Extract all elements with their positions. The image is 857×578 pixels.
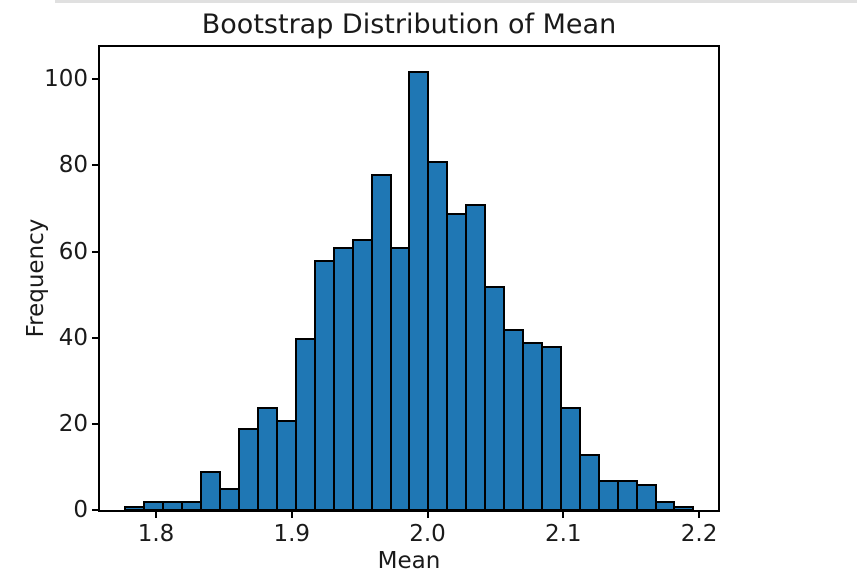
histogram-bar <box>484 286 506 511</box>
y-tick-label: 100 <box>44 66 88 93</box>
histogram-bar <box>540 346 562 511</box>
histogram-bar <box>465 204 487 511</box>
x-tick-label: 1.9 <box>273 521 311 547</box>
y-tick-mark <box>92 422 99 425</box>
y-tick-mark <box>92 164 99 167</box>
x-tick-mark <box>290 511 293 518</box>
histogram-bar <box>332 247 354 511</box>
histogram-bar <box>200 471 222 511</box>
histogram-bar <box>124 505 146 511</box>
histogram-bar <box>313 260 335 511</box>
y-tick-mark <box>92 509 99 511</box>
histogram-bar <box>181 501 203 511</box>
x-tick-label: 1.8 <box>137 521 175 547</box>
x-tick-label: 2.2 <box>680 521 718 547</box>
histogram-bar <box>559 406 581 511</box>
histogram-bar <box>635 484 657 511</box>
histogram-bar <box>143 501 165 511</box>
x-tick-mark <box>562 511 565 518</box>
histogram-bar <box>503 329 525 511</box>
histogram-bar <box>389 247 411 511</box>
histogram-bar <box>162 501 184 511</box>
y-tick-mark <box>92 78 99 81</box>
x-tick-label: 2.1 <box>544 521 582 547</box>
histogram-bar <box>427 161 449 511</box>
histogram-bar <box>351 238 373 511</box>
chart-title: Bootstrap Distribution of Mean <box>201 9 617 40</box>
histogram-bar <box>370 174 392 511</box>
x-tick-mark <box>698 511 701 518</box>
histogram-bar <box>654 501 676 511</box>
y-tick-mark <box>92 250 99 253</box>
histogram-bar <box>294 337 316 511</box>
y-tick-mark <box>92 336 99 339</box>
histogram-bar <box>275 419 297 511</box>
histogram-bar <box>219 488 241 511</box>
x-tick-mark <box>155 511 157 518</box>
x-tick-mark <box>426 511 429 518</box>
y-tick-label: 80 <box>58 152 88 179</box>
y-tick-label: 60 <box>58 238 88 265</box>
histogram-bar <box>616 479 638 511</box>
histogram-bar <box>522 342 543 511</box>
histogram-bar <box>578 454 600 511</box>
histogram-bar <box>446 212 468 511</box>
y-tick-label: 20 <box>58 410 88 437</box>
y-tick-label: 0 <box>73 497 88 523</box>
histogram-bar <box>238 428 259 511</box>
y-tick-label: 40 <box>58 324 88 351</box>
x-tick-label: 2.0 <box>409 521 446 547</box>
histogram-bar <box>257 406 278 511</box>
y-axis-label: Frequency <box>23 218 49 338</box>
top-strip <box>55 0 857 3</box>
x-axis-label: Mean <box>377 548 441 574</box>
histogram-bar <box>597 479 619 511</box>
histogram-bar <box>673 505 695 511</box>
histogram-bar <box>408 70 430 511</box>
